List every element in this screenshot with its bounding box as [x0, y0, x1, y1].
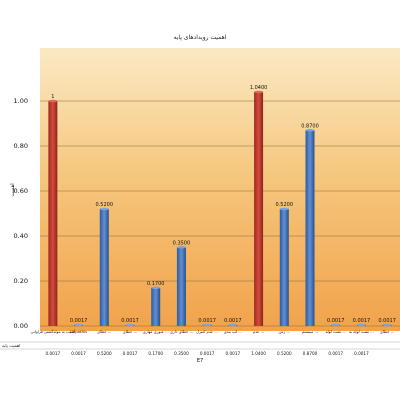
data-label: 0.0017 [224, 318, 242, 324]
table-cell: 0.3500 [174, 351, 189, 356]
bar [305, 130, 315, 326]
chart-title: اهمیت رویدادهای پایه [173, 34, 227, 41]
bar-cap [176, 246, 186, 249]
data-label: 0.0017 [353, 318, 371, 324]
bar-cap [279, 207, 289, 211]
plot-background [40, 48, 400, 331]
table-row-label: اهمیت پایه [2, 343, 20, 348]
bar-cap [99, 207, 109, 211]
category-label: لب بندی ... [224, 329, 242, 334]
y-tick-label: 0.20 [14, 277, 28, 285]
data-label: 0.1700 [147, 281, 165, 287]
category-label: خطای ... [380, 329, 394, 334]
category-label: نشت لوله ... [325, 329, 346, 334]
bar-cap [356, 323, 366, 327]
category-label: عدم کنترل ... [196, 329, 218, 334]
data-label: 0.8700 [301, 123, 319, 129]
x-axis-label: E7 [197, 358, 203, 364]
bar [151, 287, 161, 326]
y-tick-label: 0.40 [14, 232, 28, 240]
bars [48, 90, 392, 327]
table-cell: 0.0017 [354, 351, 369, 356]
y-tick-label: 0.00 [14, 322, 28, 330]
bar-cap [331, 323, 341, 327]
data-label: 0.5200 [96, 202, 114, 208]
bar-cap [74, 323, 84, 327]
data-label: 0.5200 [276, 202, 294, 208]
category-label: خطای ... [123, 329, 137, 334]
bar [254, 92, 264, 326]
data-table: اهمیت پایه 0.0017 0.0017 0.5200 0.0017 0.1700… [0, 341, 400, 356]
table-cell: 0.1700 [148, 351, 163, 356]
data-label: 0.0017 [198, 318, 216, 324]
bar [48, 101, 58, 326]
bar-cap [202, 323, 212, 327]
y-tick-label: 0.60 [14, 187, 28, 195]
table-cell: 0.0017 [123, 351, 138, 356]
table-cell: 0.0017 [328, 351, 343, 356]
bar [99, 209, 109, 326]
bar-cap [125, 323, 135, 327]
table-cell: 1.0400 [251, 351, 266, 356]
category-label: عدم ... [253, 329, 264, 334]
category-label: خطای ... [97, 329, 111, 334]
bar [279, 209, 289, 326]
bar-cap [48, 99, 58, 103]
table-cell: 0.5200 [277, 351, 292, 356]
category-label: Hepatitis [70, 329, 87, 334]
y-tick-label: 1.00 [14, 97, 28, 105]
bar-cap [254, 90, 264, 94]
data-label: 0.0017 [327, 318, 345, 324]
table-cell: 0.0017 [200, 351, 215, 356]
data-labels: 1 0.0017 0.5200 0.0017 0.1700 0.3500 0.0017 0.0… [51, 85, 396, 324]
data-label: 1 [51, 94, 54, 100]
bar-cap [305, 129, 315, 132]
bar-cap [228, 323, 238, 327]
table-cell: 0.5200 [97, 351, 112, 356]
table-cell: 0.0017 [71, 351, 86, 356]
data-label: 1.0400 [250, 85, 268, 91]
bar-cap [382, 323, 392, 327]
bar-cap [151, 286, 161, 289]
y-axis-ticks: 0.00 0.20 0.40 0.60 0.80 1.00 [14, 97, 28, 330]
bar [176, 247, 186, 326]
category-label: نشت لوله به ... [349, 329, 374, 334]
category-label: عبوری مهاری ... [143, 329, 169, 334]
data-label: 0.0017 [70, 318, 88, 324]
data-label: 0.0017 [378, 318, 396, 324]
category-label: آسیب به مولدگشتی فراوانی [31, 329, 76, 334]
table-cell: 0.0017 [46, 351, 61, 356]
data-label: 0.3500 [173, 240, 191, 246]
y-tick-label: 0.80 [14, 142, 28, 150]
table-cell: 0.8700 [303, 351, 318, 356]
category-label: سیستم ... [302, 329, 318, 334]
y-axis-label: اهمیت [10, 183, 16, 196]
category-label: خطای داری ... [170, 329, 193, 334]
table-cell: 0.0017 [226, 351, 241, 356]
category-label: زمن ... [278, 329, 290, 334]
data-label: 0.0017 [121, 318, 139, 324]
